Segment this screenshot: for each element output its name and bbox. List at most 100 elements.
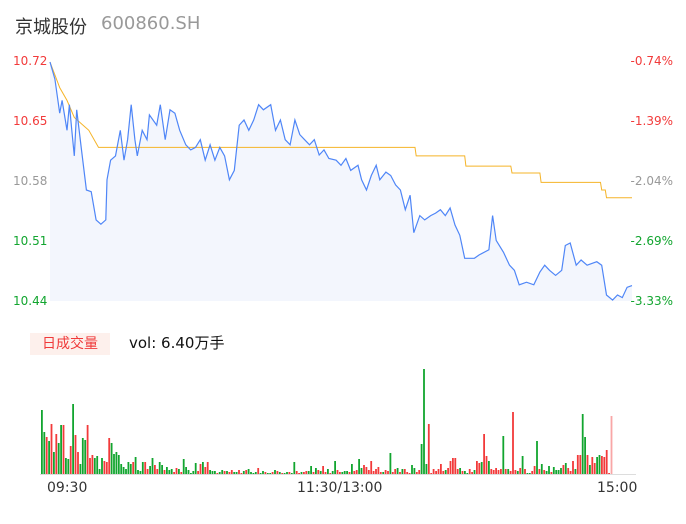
volume-bar	[290, 473, 293, 474]
volume-bar	[134, 457, 137, 474]
volume-bar	[502, 436, 505, 474]
price-line	[49, 61, 633, 301]
volume-bar	[586, 455, 589, 474]
volume-bar	[254, 472, 257, 474]
volume-bar	[55, 434, 58, 474]
volume-tab[interactable]: 日成交量	[30, 333, 110, 355]
volume-bar	[468, 469, 471, 474]
volume-bar	[384, 470, 387, 474]
volume-bar	[365, 467, 368, 474]
volume-bar	[170, 469, 173, 474]
volume-bar	[141, 462, 144, 474]
volume-bar	[125, 469, 127, 474]
volume-bar	[62, 425, 65, 474]
time-label-midday: 11:30/13:00	[297, 480, 383, 496]
volume-bar	[69, 446, 72, 474]
volume-bar	[286, 472, 288, 474]
volume-bar	[257, 468, 260, 474]
volume-bar	[372, 471, 375, 474]
volume-bar	[41, 410, 43, 474]
volume-bar	[540, 464, 543, 474]
volume-bar	[295, 471, 298, 474]
volume-bar	[98, 469, 101, 474]
volume-bar	[67, 459, 70, 474]
volume-bar	[512, 412, 514, 474]
volume-bar	[418, 470, 421, 474]
volume-bar	[281, 473, 284, 474]
volume-bar	[303, 472, 305, 474]
volume-bar	[370, 461, 373, 474]
volume-bar	[406, 472, 409, 474]
volume-bar	[454, 458, 457, 474]
volume-bar	[605, 450, 608, 474]
volume-bar	[427, 424, 430, 474]
volume-bar	[567, 468, 570, 474]
volume-bar	[591, 457, 594, 474]
avg-price-line	[49, 61, 632, 199]
volume-bar	[516, 471, 519, 474]
volume-bar	[396, 468, 399, 474]
volume-bar	[278, 472, 281, 474]
volume-bar	[86, 425, 89, 474]
volume-bar	[187, 470, 190, 474]
volume-bar	[456, 469, 459, 474]
price-label: 10.58	[13, 174, 48, 188]
volume-bar	[235, 472, 238, 474]
volume-bar	[57, 443, 60, 474]
volume-bar	[283, 473, 286, 474]
volume-bar	[492, 470, 495, 474]
volume-bar	[408, 473, 411, 474]
volume-bar	[228, 472, 231, 474]
volume-bar	[264, 472, 267, 474]
volume-bar	[298, 473, 300, 474]
volume-bar	[528, 473, 531, 474]
volume-bar	[226, 471, 228, 474]
volume-bar	[211, 471, 214, 474]
volume-bar	[572, 461, 574, 474]
volume-bar	[240, 473, 243, 474]
volume-bar	[262, 471, 264, 474]
volume-bar	[266, 473, 269, 474]
volume-bar	[151, 458, 154, 474]
time-label-open: 09:30	[47, 480, 88, 496]
volume-bar	[120, 464, 123, 474]
volume-bar	[437, 469, 440, 474]
volume-bar	[230, 470, 233, 474]
volume-bar	[346, 471, 348, 474]
volume-bar	[144, 462, 147, 474]
volume-bar	[175, 468, 178, 474]
volume-bar	[180, 472, 183, 474]
volume-bar	[403, 469, 406, 474]
volume-bar	[209, 470, 211, 474]
volume-bar	[548, 466, 550, 474]
volume-bar	[101, 458, 103, 474]
volume-bar	[74, 435, 77, 474]
volume-bar	[521, 456, 524, 474]
volume-bar	[247, 469, 250, 474]
volume-bar	[483, 434, 485, 474]
volume-bar	[497, 470, 500, 474]
volume-bar	[192, 471, 195, 474]
volume-bar	[363, 465, 365, 474]
volume-bar	[509, 471, 512, 474]
volume-bar	[574, 469, 577, 474]
volume-bar	[519, 468, 522, 474]
volume-bar	[466, 473, 469, 474]
volume-bar	[500, 469, 502, 474]
volume-bar	[122, 467, 125, 474]
volume-bar	[415, 472, 418, 474]
volume-bar	[307, 471, 310, 474]
volume-bar	[442, 471, 445, 474]
volume-bar	[81, 438, 84, 474]
volume-bar	[132, 462, 135, 474]
volume-bar	[312, 472, 315, 474]
volume-bar	[206, 462, 209, 474]
volume-bar	[353, 471, 356, 474]
volume-bar	[593, 463, 596, 474]
volume-bar	[348, 472, 351, 474]
volume-bar	[221, 470, 224, 474]
volume-bar	[401, 469, 404, 474]
volume-bar	[447, 468, 449, 474]
volume-bar	[182, 459, 185, 474]
